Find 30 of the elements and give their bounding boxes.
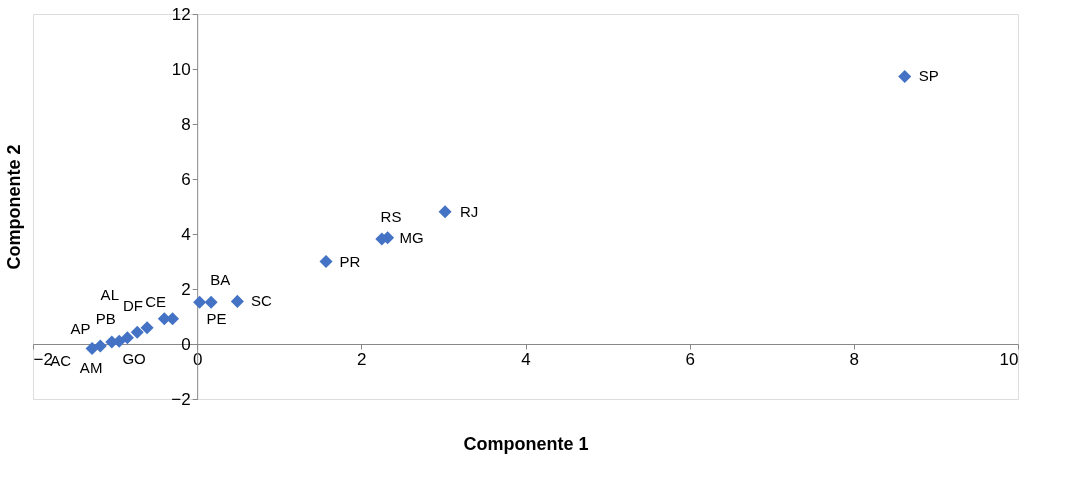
annotation: AL [100, 286, 119, 304]
y-tick-label: −2 [171, 389, 191, 409]
x-tick-label: 6 [685, 349, 695, 369]
annotation: PE [206, 310, 227, 328]
annotation: RS [380, 207, 402, 225]
y-tick-label: 12 [171, 4, 191, 24]
y-tick-label: 4 [181, 224, 191, 244]
annotation: CE [145, 292, 166, 310]
annotation: GO [122, 350, 146, 368]
annotation: SC [250, 292, 272, 310]
y-tick-label: 6 [181, 169, 191, 189]
y-axis-title: Componente 2 [3, 144, 24, 270]
annotation: DF [122, 296, 143, 314]
annotation: PR [339, 252, 361, 270]
y-tick-label: 10 [171, 59, 191, 79]
y-tick-label: 0 [181, 334, 191, 354]
annotation: SP [918, 67, 939, 85]
annotation: AP [70, 320, 91, 338]
y-tick-label: 8 [181, 114, 191, 134]
y-tick-label: 2 [181, 279, 191, 299]
annotation: PB [95, 310, 116, 328]
x-tick-label: 4 [521, 349, 531, 369]
x-tick-label: 8 [849, 349, 860, 369]
annotation: BA [210, 271, 231, 289]
annotation: MG [399, 228, 424, 246]
x-tick-label: 10 [999, 349, 1019, 369]
annotation: AM [79, 359, 103, 377]
annotation: RJ [459, 202, 479, 220]
x-tick-label: 2 [357, 349, 367, 369]
x-axis-title: Componente 1 [463, 433, 589, 454]
